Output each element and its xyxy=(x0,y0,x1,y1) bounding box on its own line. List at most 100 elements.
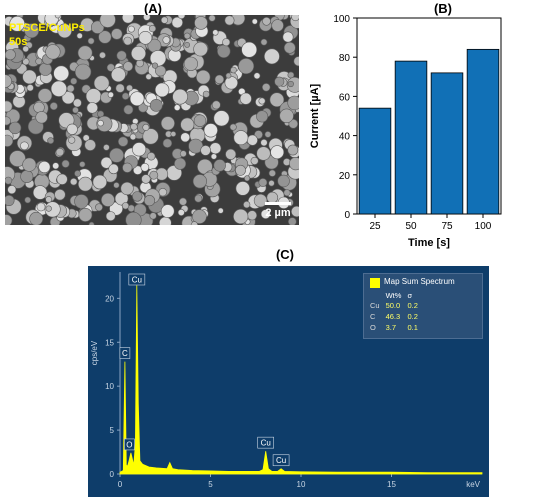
particle xyxy=(33,101,45,114)
particle xyxy=(160,16,169,24)
legend-title: Map Sum Spectrum xyxy=(384,277,455,286)
particle xyxy=(287,80,294,88)
y-tick-label: 10 xyxy=(105,382,114,391)
particle xyxy=(287,95,299,111)
particle xyxy=(44,15,59,26)
sem-sample-name: PTSCE/CuNPs xyxy=(9,22,85,34)
peak-label-text: Cu xyxy=(261,439,271,448)
particle xyxy=(115,83,125,93)
x-tick-label: 50 xyxy=(405,221,417,232)
particle xyxy=(5,134,14,147)
particle xyxy=(90,20,105,34)
particle xyxy=(260,38,268,46)
wt-cell: 3.7 xyxy=(385,323,397,332)
particle xyxy=(277,174,290,188)
particle xyxy=(180,117,195,132)
particle xyxy=(55,148,65,157)
particle xyxy=(260,138,268,147)
particle xyxy=(225,72,232,79)
particle xyxy=(174,157,187,170)
particle xyxy=(183,56,198,71)
particle xyxy=(22,45,30,53)
particle xyxy=(5,176,13,185)
particle xyxy=(108,163,119,175)
particle xyxy=(160,116,175,131)
x-tick-label: 5 xyxy=(208,480,213,489)
sem-sample-time: 50s xyxy=(9,36,28,48)
particle xyxy=(145,73,152,80)
composition-header: Wt% xyxy=(385,291,402,300)
particle xyxy=(125,211,142,225)
particle xyxy=(106,63,115,72)
particle xyxy=(78,176,93,192)
particle xyxy=(149,50,167,67)
particle xyxy=(100,156,113,169)
particle xyxy=(179,150,187,158)
particle xyxy=(74,170,81,177)
x-axis-label: keV xyxy=(466,480,480,489)
particle xyxy=(52,162,60,170)
particle xyxy=(200,145,211,156)
scale-bar: 2 µm xyxy=(265,202,291,219)
particle xyxy=(20,170,34,184)
particle xyxy=(132,142,147,157)
particle xyxy=(74,63,92,81)
particle xyxy=(224,15,235,26)
panel-a-label: (A) xyxy=(143,1,163,16)
wt-cell: 46.3 xyxy=(385,312,401,321)
sigma-cell: 0.2 xyxy=(407,312,418,321)
particle xyxy=(45,205,52,212)
particle xyxy=(291,205,299,218)
particle xyxy=(253,193,268,208)
sem-sample-label: PTSCE/CuNPs 50s xyxy=(9,21,85,49)
particle xyxy=(24,23,39,39)
bar xyxy=(466,48,500,215)
particle xyxy=(230,66,237,74)
particle xyxy=(47,137,55,144)
particle xyxy=(143,195,156,207)
y-tick-label: 60 xyxy=(339,92,351,103)
particle xyxy=(203,123,218,138)
particle xyxy=(130,123,138,131)
y-tick-label: 40 xyxy=(339,132,351,143)
particle xyxy=(235,181,251,196)
element-cell: Cu xyxy=(370,301,380,310)
particle xyxy=(128,25,135,33)
particle xyxy=(61,159,70,168)
y-axis-label: Current [µA] xyxy=(309,83,321,148)
particle xyxy=(131,45,147,61)
particle xyxy=(84,139,96,151)
particle xyxy=(5,195,15,206)
particle xyxy=(159,216,172,225)
particle xyxy=(160,204,175,218)
x-tick-label: 0 xyxy=(118,480,123,489)
particle xyxy=(151,62,159,69)
particle xyxy=(122,162,133,173)
particle xyxy=(101,192,115,207)
y-tick-label: 15 xyxy=(105,338,114,347)
particle xyxy=(177,209,185,217)
bar xyxy=(358,107,392,215)
particle xyxy=(73,98,82,108)
particle xyxy=(210,153,217,160)
particle xyxy=(251,18,258,25)
particle xyxy=(279,108,294,124)
particle xyxy=(194,194,203,203)
eds-spectrum: 0 5 10 15 20 0 5 10 15 keV cps/eV Cu C O Cu Cu Map Sum … xyxy=(88,266,489,497)
element-cell: O xyxy=(370,323,376,332)
particle xyxy=(211,100,221,110)
particle xyxy=(126,84,133,92)
particle xyxy=(32,185,48,200)
particle xyxy=(158,188,168,197)
particle xyxy=(243,201,251,209)
x-tick-label: 25 xyxy=(369,221,381,232)
particle xyxy=(192,209,207,224)
particle xyxy=(224,76,239,90)
y-axis-label: cps/eV xyxy=(90,340,99,365)
spectrum-legend: Map Sum Spectrum Wt% σ Cu 50.0 0.2 C 46.… xyxy=(363,273,483,339)
particle xyxy=(171,16,184,29)
table-row: C 46.3 0.2 xyxy=(368,311,422,322)
composition-table: Wt% σ Cu 50.0 0.2 C 46.3 0.2 O 3.7 xyxy=(368,291,422,333)
plot-frame xyxy=(356,17,502,215)
